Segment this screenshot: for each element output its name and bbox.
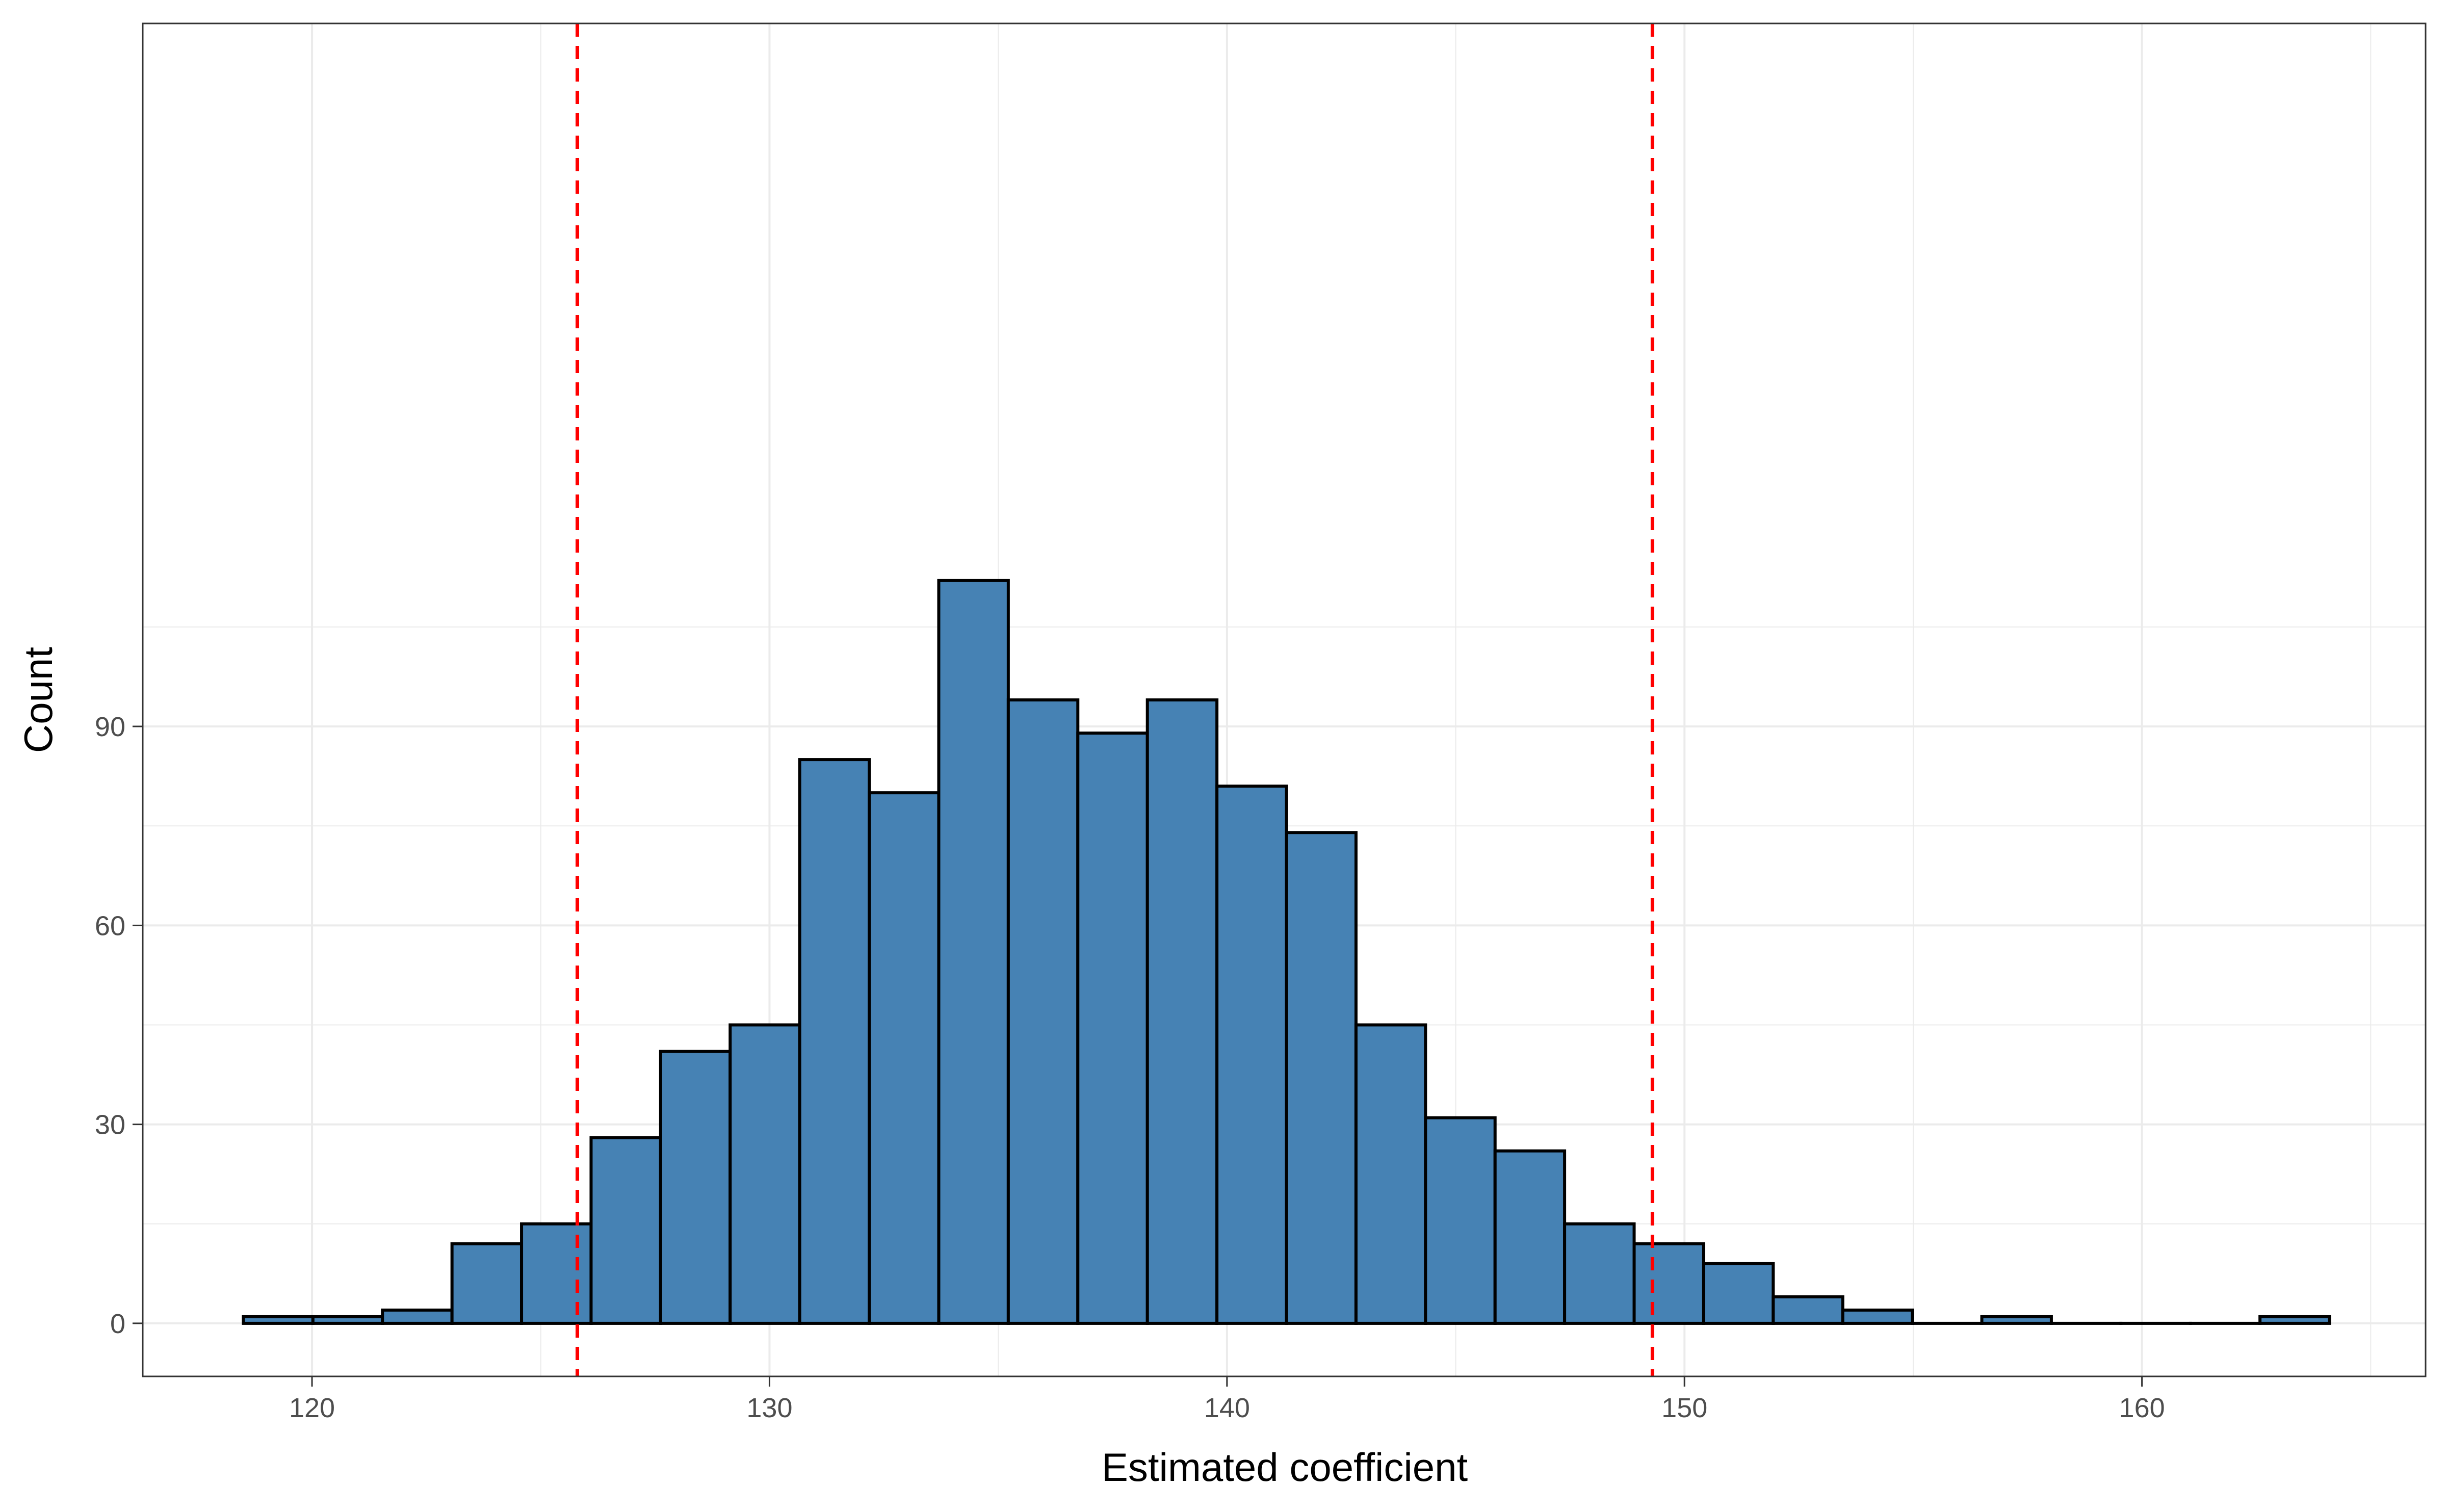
histogram-bar (1006, 698, 1080, 1325)
x-tick-label: 160 (2119, 1393, 2165, 1423)
x-axis-title: Estimated coefficient (1102, 1445, 1468, 1490)
histogram-bar (2258, 1315, 2331, 1325)
histogram-bar (937, 579, 1010, 1325)
x-tick-label: 120 (289, 1393, 335, 1423)
histogram-bar (311, 1315, 384, 1325)
histogram-bar (381, 1308, 454, 1325)
histogram-bar (1563, 1222, 1636, 1325)
confidence-interval-lines (576, 23, 1654, 1376)
y-axis-title: Count (16, 647, 61, 753)
histogram-bar (659, 1050, 732, 1325)
histogram-bar (1424, 1116, 1497, 1325)
histogram-bar (1980, 1315, 2053, 1325)
y-axis-ticks: 0 30 60 90 (95, 712, 143, 1339)
histogram-bar (1841, 1308, 1914, 1325)
x-axis-ticks: 120 130 140 150 160 (289, 1376, 2165, 1423)
histogram-bar (1146, 698, 1219, 1325)
histogram-bar (1285, 831, 1358, 1325)
histogram-bar (450, 1242, 524, 1325)
histogram-bar (798, 758, 871, 1325)
histogram-bar (1702, 1262, 1775, 1325)
histogram-bar (1772, 1295, 1844, 1325)
y-tick-label: 0 (110, 1309, 125, 1339)
histogram-bar (728, 1023, 801, 1325)
x-tick-label: 140 (1204, 1393, 1250, 1423)
x-tick-label: 130 (746, 1393, 792, 1423)
histogram-bar (868, 791, 941, 1325)
histogram-bar (1215, 785, 1288, 1325)
histogram-bars (242, 579, 2331, 1325)
y-tick-label: 60 (95, 910, 125, 941)
histogram-bar (520, 1222, 593, 1325)
histogram-bar (1076, 732, 1149, 1325)
histogram-bar (242, 1315, 315, 1325)
histogram-bar (589, 1136, 662, 1325)
histogram-bar (1354, 1023, 1427, 1325)
histogram-bar (1493, 1149, 1567, 1325)
plot-panel-border (142, 22, 2427, 1377)
y-tick-label: 30 (95, 1110, 125, 1140)
y-tick-label: 90 (95, 712, 125, 742)
histogram-bar (1632, 1242, 1705, 1325)
x-tick-label: 150 (1661, 1393, 1707, 1423)
